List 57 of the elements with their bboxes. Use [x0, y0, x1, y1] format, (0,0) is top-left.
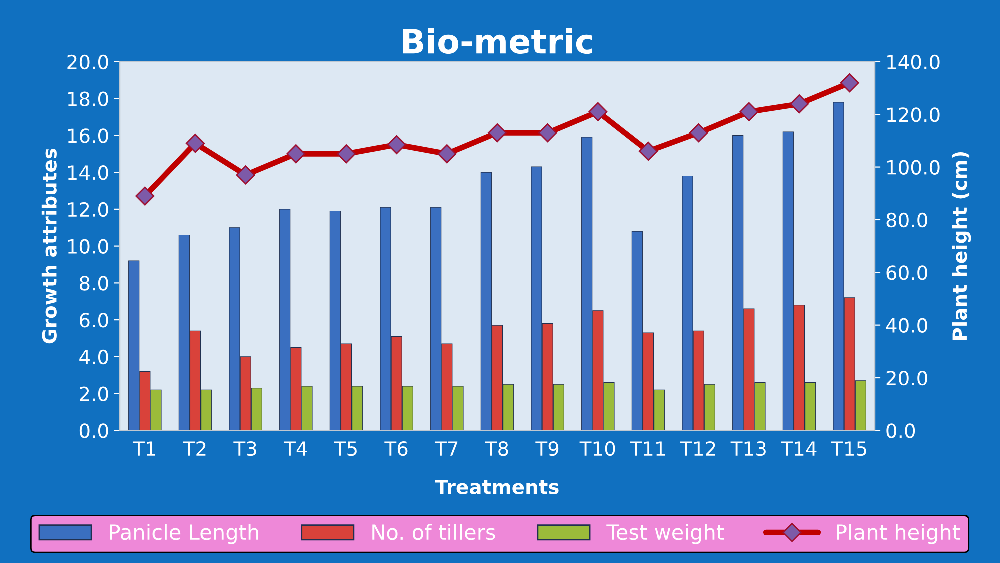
point	[387, 135, 406, 154]
point	[136, 186, 155, 206]
point	[840, 73, 860, 93]
x-tick-label: T2	[183, 441, 206, 456]
legend-label: Plant height	[837, 524, 960, 544]
legend-label: Test weight	[606, 524, 724, 544]
y2-tick-label: 20.0	[886, 370, 928, 386]
y2-tick-label: 80.0	[886, 212, 928, 228]
x-tick-label: T13	[730, 441, 766, 456]
y2-axis-title: Plant height (cm)	[952, 152, 972, 340]
y-axis-title: Growth attributes	[42, 148, 57, 344]
point	[336, 144, 356, 164]
x-tick-label: T3	[234, 441, 256, 456]
x-tick-label: T15	[831, 442, 866, 456]
point	[488, 124, 508, 143]
y-tick-label: 16.0	[68, 128, 108, 144]
x-tick-label: T8	[485, 441, 508, 456]
y2-tick-label: 120.0	[888, 108, 940, 122]
y2-tick-label: 100.0	[888, 160, 940, 175]
y-tick-label: 2.0	[80, 386, 108, 402]
chart-title: Bio-metric	[403, 28, 593, 54]
y-tick-label: 18.0	[68, 92, 108, 106]
y-tick-label: 4.0	[80, 350, 108, 365]
y-tick-label: 6.0	[80, 313, 108, 328]
legend-label: No. of tillers	[372, 524, 496, 540]
point	[286, 144, 306, 164]
y-tick-label: 0.0	[80, 424, 108, 438]
y2-tick-label: 140.0	[888, 54, 940, 70]
x-tick-label: T4	[284, 442, 308, 456]
y2-tick-label: 40.0	[886, 318, 928, 333]
y-tick-label: 10.0	[68, 239, 108, 254]
y-tick-label: 8.0	[80, 276, 108, 291]
x-tick-label: T6	[384, 441, 408, 456]
point	[438, 144, 457, 164]
point	[790, 94, 810, 114]
x-tick-label: T12	[680, 441, 716, 456]
x-tick-label: T7	[434, 442, 458, 456]
x-tick-label: T10	[580, 441, 616, 456]
x-tick-label: T5	[334, 442, 357, 456]
y2-tick-label: 0.0	[886, 424, 916, 438]
point	[186, 134, 206, 154]
point	[588, 102, 608, 122]
x-tick-label: T1	[132, 442, 156, 456]
y-tick-label: 14.0	[68, 166, 108, 180]
y-tick-label: 12.0	[68, 202, 108, 218]
point	[538, 124, 558, 143]
x-tick-label: T9	[536, 441, 559, 456]
x-tick-label: T14	[781, 442, 817, 456]
point	[638, 142, 658, 162]
x-axis-title: Treatments	[435, 480, 559, 494]
legend-label: Panicle Length	[110, 524, 258, 544]
point	[236, 166, 256, 185]
x-tick-label: T11	[630, 442, 666, 456]
point	[740, 102, 759, 122]
point	[689, 124, 708, 143]
y2-tick-label: 60.0	[886, 266, 928, 280]
y-tick-label: 20.0	[68, 54, 108, 70]
